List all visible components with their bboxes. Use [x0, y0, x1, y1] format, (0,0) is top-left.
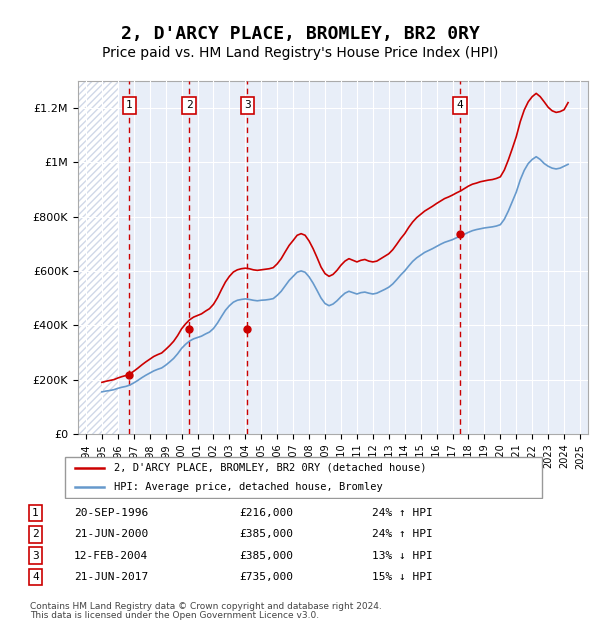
Text: £735,000: £735,000 — [240, 572, 294, 582]
Text: 4: 4 — [32, 572, 39, 582]
Text: 13% ↓ HPI: 13% ↓ HPI — [372, 551, 433, 560]
Text: £216,000: £216,000 — [240, 508, 294, 518]
Text: 24% ↑ HPI: 24% ↑ HPI — [372, 529, 433, 539]
FancyBboxPatch shape — [65, 456, 542, 498]
Text: 1: 1 — [126, 100, 133, 110]
Text: 12-FEB-2004: 12-FEB-2004 — [74, 551, 148, 560]
Text: 2: 2 — [32, 529, 39, 539]
Text: 3: 3 — [244, 100, 251, 110]
Text: Contains HM Land Registry data © Crown copyright and database right 2024.: Contains HM Land Registry data © Crown c… — [30, 602, 382, 611]
Text: 4: 4 — [457, 100, 463, 110]
Text: £385,000: £385,000 — [240, 551, 294, 560]
Text: 21-JUN-2017: 21-JUN-2017 — [74, 572, 148, 582]
Text: £385,000: £385,000 — [240, 529, 294, 539]
Text: 1: 1 — [32, 508, 39, 518]
Text: 24% ↑ HPI: 24% ↑ HPI — [372, 508, 433, 518]
Text: 15% ↓ HPI: 15% ↓ HPI — [372, 572, 433, 582]
Text: 3: 3 — [32, 551, 39, 560]
Text: HPI: Average price, detached house, Bromley: HPI: Average price, detached house, Brom… — [114, 482, 383, 492]
Bar — [78, 81, 118, 434]
Bar — [78, 81, 118, 434]
Text: 2, D'ARCY PLACE, BROMLEY, BR2 0RY: 2, D'ARCY PLACE, BROMLEY, BR2 0RY — [121, 25, 479, 43]
Text: 21-JUN-2000: 21-JUN-2000 — [74, 529, 148, 539]
Text: 2: 2 — [186, 100, 193, 110]
Text: 2, D'ARCY PLACE, BROMLEY, BR2 0RY (detached house): 2, D'ARCY PLACE, BROMLEY, BR2 0RY (detac… — [114, 463, 427, 473]
Text: 20-SEP-1996: 20-SEP-1996 — [74, 508, 148, 518]
Text: This data is licensed under the Open Government Licence v3.0.: This data is licensed under the Open Gov… — [30, 611, 319, 619]
Text: Price paid vs. HM Land Registry's House Price Index (HPI): Price paid vs. HM Land Registry's House … — [102, 46, 498, 60]
